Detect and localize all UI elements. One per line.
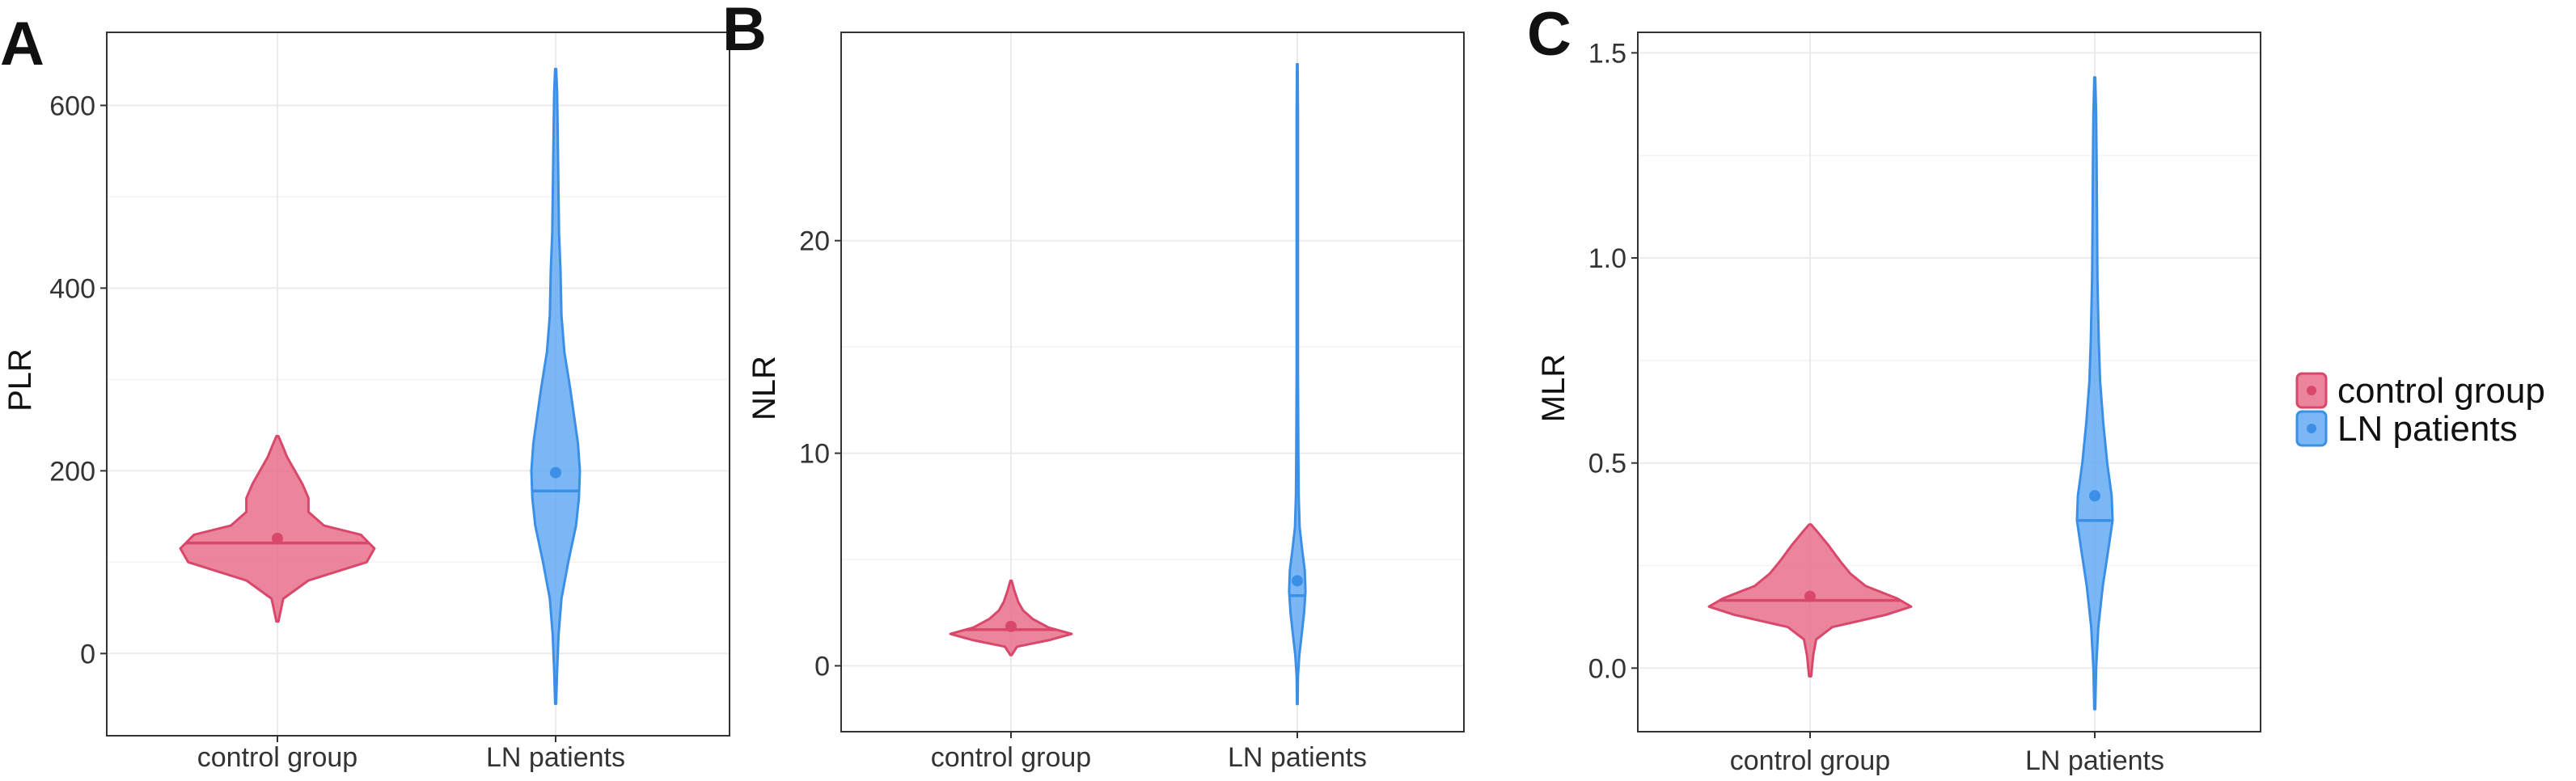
x-tick-control-group: control group [931,742,1091,773]
y-tick-label: 10 [799,439,830,470]
y-tick-label: 0.0 [1588,653,1626,684]
violin-ln-patients [530,67,582,705]
x-tick-ln-patients: LN patients [2025,745,2164,776]
x-tick-ln-patients: LN patients [486,742,625,773]
plot-background [107,32,730,736]
y-axis-title-nlr: NLR [747,356,782,420]
y-tick-label: 1.0 [1588,243,1626,274]
plot-background [841,32,1464,732]
plot-area: 0 10 20 [799,32,1465,738]
violin-control-group [179,434,376,623]
y-tick-label: 0 [814,651,830,682]
plot-border [106,32,730,737]
y-tick-label: 0 [80,639,95,669]
panel-c: 0.0 0.5 1.0 1.5 C MLR control group LN pati… [1527,0,2261,776]
plot-border [1637,32,2261,732]
plot-area: 0 200 400 600 [49,32,730,742]
panel-label-a: A [0,10,44,78]
mean-point-ln-patients [2089,490,2100,502]
y-axis-title-mlr: MLR [1536,354,1571,422]
panel-label-c: C [1527,0,1571,69]
legend-label-ln-patients: LN patients [2337,409,2518,449]
y-tick-label: 400 [49,273,95,304]
legend: control group LN patients [2295,371,2545,449]
mean-point-ln-patients [550,466,561,479]
mean-point-control-group [1804,590,1816,602]
y-tick-label: 200 [49,456,95,487]
legend-key-control-group-dot [2307,386,2316,395]
plot-area: 0.0 0.5 1.0 1.5 [1588,32,2261,738]
y-tick-label: 20 [799,226,830,257]
violin-ln-patients [1288,62,1307,706]
x-tick-control-group: control group [197,742,357,773]
plot-background [1638,32,2261,732]
y-tick-label: 0.5 [1588,449,1626,479]
plot-border [840,32,1465,732]
violin-control-group [949,579,1073,656]
violin-ln-patients [2075,76,2114,711]
y-axis-title-plr: PLR [2,348,38,412]
x-tick-ln-patients: LN patients [1228,742,1367,773]
x-tick-control-group: control group [1730,745,1890,776]
mean-point-ln-patients [1292,575,1303,587]
panel-a: 0 200 400 600 A PLR control group LN patien… [0,10,730,773]
mean-point-control-group [1005,620,1017,632]
y-tick-label: 600 [49,91,95,121]
y-tick-label: 1.5 [1588,38,1626,69]
panel-b: 0 10 20 B NLR control group LN patients [722,0,1465,773]
legend-key-ln-patients-dot [2307,424,2316,433]
panel-label-b: B [722,0,767,64]
mean-point-control-group [272,532,283,544]
legend-label-control-group: control group [2337,371,2545,411]
